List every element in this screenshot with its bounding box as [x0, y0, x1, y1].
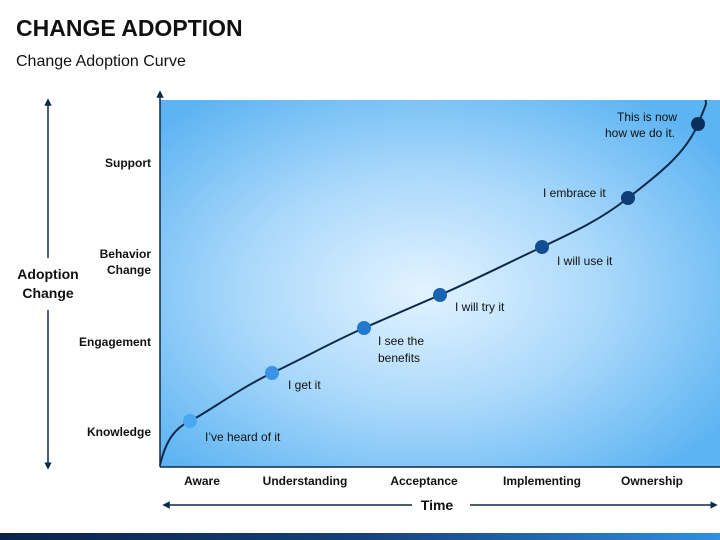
x-axis-label: Time: [421, 497, 454, 513]
y-axis-label: Adoption: [17, 266, 78, 282]
curve-point: [433, 288, 447, 302]
footer-bar: [0, 533, 720, 540]
point-label: This is now: [617, 110, 677, 124]
stage-label: Implementing: [503, 474, 581, 488]
level-label: Knowledge: [87, 425, 151, 439]
title: CHANGE ADOPTION: [16, 15, 243, 41]
level-label: Engagement: [79, 335, 151, 349]
point-label: I see the: [378, 334, 424, 348]
stage-label: Aware: [184, 474, 220, 488]
stage-label: Acceptance: [390, 474, 458, 488]
y-axis-label: Change: [22, 285, 74, 301]
point-label: benefits: [378, 351, 420, 365]
curve-point: [535, 240, 549, 254]
point-label: I’ve heard of it: [205, 430, 281, 444]
level-label: Behavior: [100, 247, 152, 261]
plot-area: [160, 100, 720, 467]
subtitle: Change Adoption Curve: [16, 53, 186, 70]
point-label: I embrace it: [543, 186, 606, 200]
point-label: I will use it: [557, 254, 613, 268]
level-label: Change: [107, 263, 151, 277]
stage-label: Ownership: [621, 474, 683, 488]
curve-point: [621, 191, 635, 205]
curve-point: [357, 321, 371, 335]
curve-point: [265, 366, 279, 380]
curve-point: [183, 414, 197, 428]
point-label: how we do it.: [605, 126, 675, 140]
curve-point: [691, 117, 705, 131]
point-label: I will try it: [455, 300, 505, 314]
level-label: Support: [105, 156, 151, 170]
stage-label: Understanding: [263, 474, 348, 488]
point-label: I get it: [288, 378, 321, 392]
